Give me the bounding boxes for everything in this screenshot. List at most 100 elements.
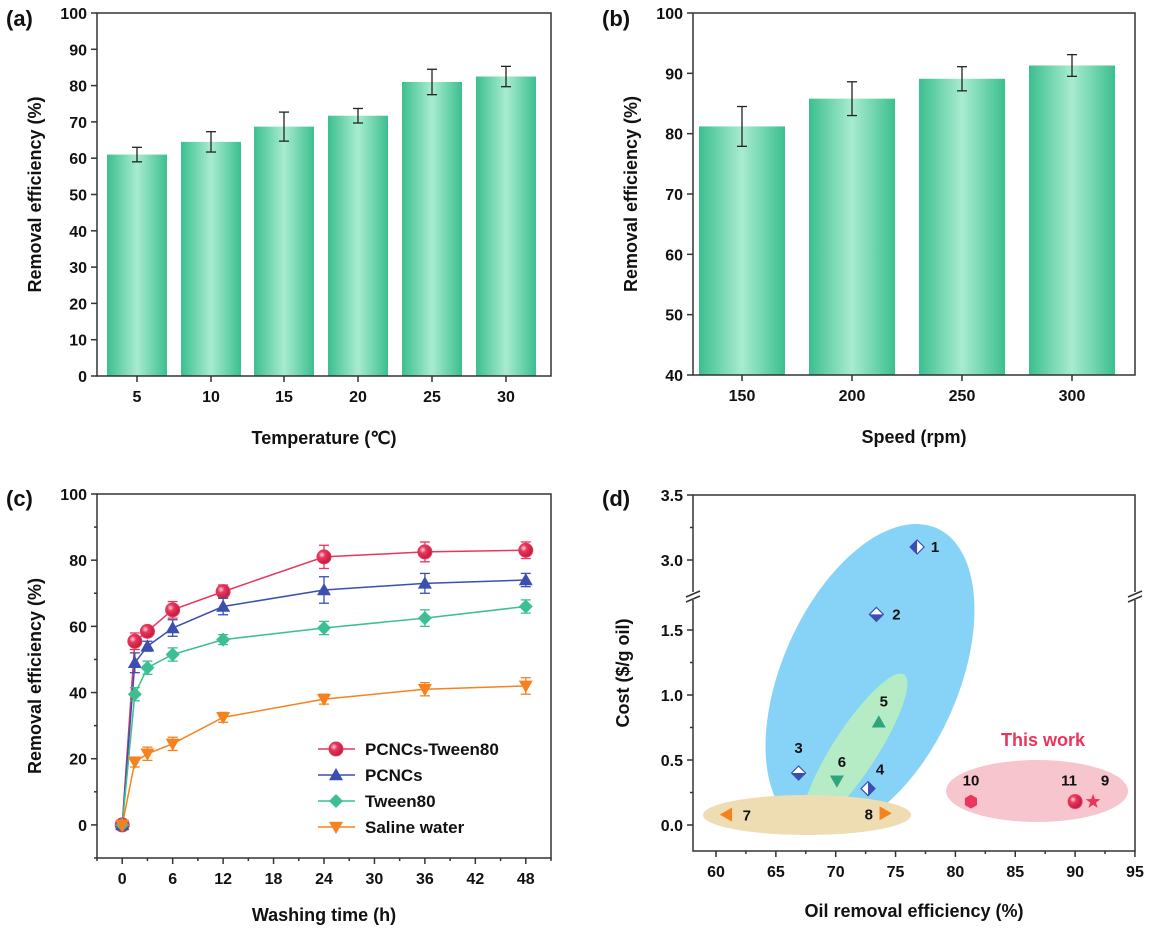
point-label: 6 bbox=[838, 754, 846, 771]
x-axis-title: Washing time (h) bbox=[252, 905, 396, 925]
legend-label: Tween80 bbox=[365, 792, 436, 811]
x-tick-label: 18 bbox=[265, 871, 283, 888]
data-point-5 bbox=[871, 715, 886, 728]
bar bbox=[107, 154, 167, 376]
data-point-9 bbox=[1085, 793, 1101, 808]
x-tick-label: 6 bbox=[168, 871, 177, 888]
x-tick-label: 60 bbox=[707, 864, 725, 881]
y-tick-label: 100 bbox=[656, 6, 683, 23]
data-point bbox=[127, 756, 142, 770]
x-tick-label: 0 bbox=[118, 871, 127, 888]
y-tick-label: 0 bbox=[78, 818, 87, 835]
data-point bbox=[127, 687, 142, 702]
group-ellipse-pink bbox=[946, 760, 1128, 822]
point-label: 11 bbox=[1061, 773, 1077, 790]
y-axis-title: Removal efficiency (%) bbox=[25, 578, 45, 774]
data-point-8 bbox=[879, 806, 892, 821]
x-tick-label: 250 bbox=[949, 388, 976, 405]
data-point bbox=[317, 582, 331, 596]
data-point-4-fill bbox=[868, 781, 876, 796]
point-label: 7 bbox=[743, 808, 751, 825]
y-tick-label: 60 bbox=[69, 619, 87, 636]
y-tick-label: 0 bbox=[78, 369, 87, 386]
data-point bbox=[139, 623, 155, 639]
data-point-2-fill bbox=[869, 614, 884, 622]
axis-break-mark bbox=[1127, 595, 1143, 603]
data-point bbox=[216, 712, 231, 725]
data-point bbox=[518, 573, 533, 586]
data-point bbox=[417, 544, 433, 560]
y-tick-label: 40 bbox=[69, 224, 87, 241]
panel-label: (c) bbox=[6, 486, 33, 511]
legend-marker bbox=[329, 794, 343, 808]
x-tick-label: 85 bbox=[1006, 864, 1024, 881]
x-tick-label: 10 bbox=[202, 389, 220, 406]
plot-frame bbox=[692, 12, 1136, 376]
legend-label: Saline water bbox=[365, 818, 465, 837]
legend-label: PCNCs bbox=[365, 766, 423, 785]
data-point bbox=[417, 576, 432, 589]
x-tick-label: 80 bbox=[947, 864, 965, 881]
y-tick-label: 100 bbox=[60, 6, 87, 23]
data-point bbox=[216, 599, 231, 612]
plot-frame bbox=[96, 493, 552, 859]
point-label: 10 bbox=[963, 773, 980, 790]
axis-break-mark bbox=[685, 590, 701, 598]
data-point-7 bbox=[719, 807, 733, 822]
x-tick-label: 30 bbox=[497, 389, 515, 406]
y-tick-label: 3.5 bbox=[661, 488, 683, 505]
y-tick-label: 10 bbox=[69, 333, 87, 350]
point-label: 8 bbox=[865, 806, 873, 823]
x-tick-label: 90 bbox=[1066, 864, 1084, 881]
legend-marker bbox=[329, 821, 343, 834]
y-tick-label: 1.0 bbox=[661, 688, 683, 705]
data-point bbox=[417, 611, 432, 626]
y-tick-label: 30 bbox=[69, 260, 87, 277]
data-point bbox=[518, 680, 533, 693]
data-point bbox=[518, 542, 534, 558]
x-tick-label: 48 bbox=[517, 871, 535, 888]
x-tick-label: 150 bbox=[729, 388, 756, 405]
bar bbox=[402, 81, 462, 376]
data-point bbox=[417, 683, 432, 697]
bar bbox=[476, 76, 536, 377]
y-tick-label: 20 bbox=[69, 752, 87, 769]
bar bbox=[254, 126, 314, 376]
x-tick-label: 5 bbox=[133, 389, 142, 406]
y-tick-label: 80 bbox=[69, 79, 87, 96]
x-tick-label: 24 bbox=[315, 871, 333, 888]
x-tick-label: 20 bbox=[349, 389, 367, 406]
axis-break-mark bbox=[685, 595, 701, 603]
x-axis-title: Temperature (℃) bbox=[252, 428, 397, 448]
y-axis-title: Removal efficiency (%) bbox=[25, 96, 45, 292]
x-tick-label: 300 bbox=[1059, 388, 1086, 405]
plot-frame bbox=[692, 494, 1136, 852]
data-point bbox=[140, 748, 155, 761]
annotation-this-work: This work bbox=[1001, 730, 1086, 750]
data-point bbox=[165, 738, 180, 751]
y-tick-label: 0.5 bbox=[661, 753, 683, 770]
y-tick-label: 70 bbox=[69, 115, 87, 132]
data-point bbox=[127, 633, 143, 649]
panel-label: (d) bbox=[602, 486, 630, 511]
y-tick-label: 50 bbox=[665, 308, 683, 325]
y-tick-label: 90 bbox=[665, 66, 683, 83]
data-point bbox=[165, 647, 180, 662]
x-tick-label: 36 bbox=[416, 871, 434, 888]
bar bbox=[328, 115, 388, 376]
y-tick-label: 80 bbox=[69, 553, 87, 570]
y-tick-label: 60 bbox=[665, 247, 683, 264]
data-point bbox=[140, 639, 155, 652]
bar bbox=[1029, 65, 1115, 376]
data-point bbox=[115, 819, 130, 832]
y-tick-label: 3.0 bbox=[661, 553, 683, 570]
bar bbox=[181, 141, 241, 376]
x-tick-label: 42 bbox=[466, 871, 484, 888]
y-tick-label: 40 bbox=[665, 368, 683, 385]
bar bbox=[919, 78, 1005, 375]
y-axis-title: Cost ($/g oil) bbox=[613, 619, 633, 728]
data-point bbox=[127, 655, 142, 669]
y-tick-label: 0.0 bbox=[661, 818, 683, 835]
x-tick-label: 95 bbox=[1126, 864, 1144, 881]
